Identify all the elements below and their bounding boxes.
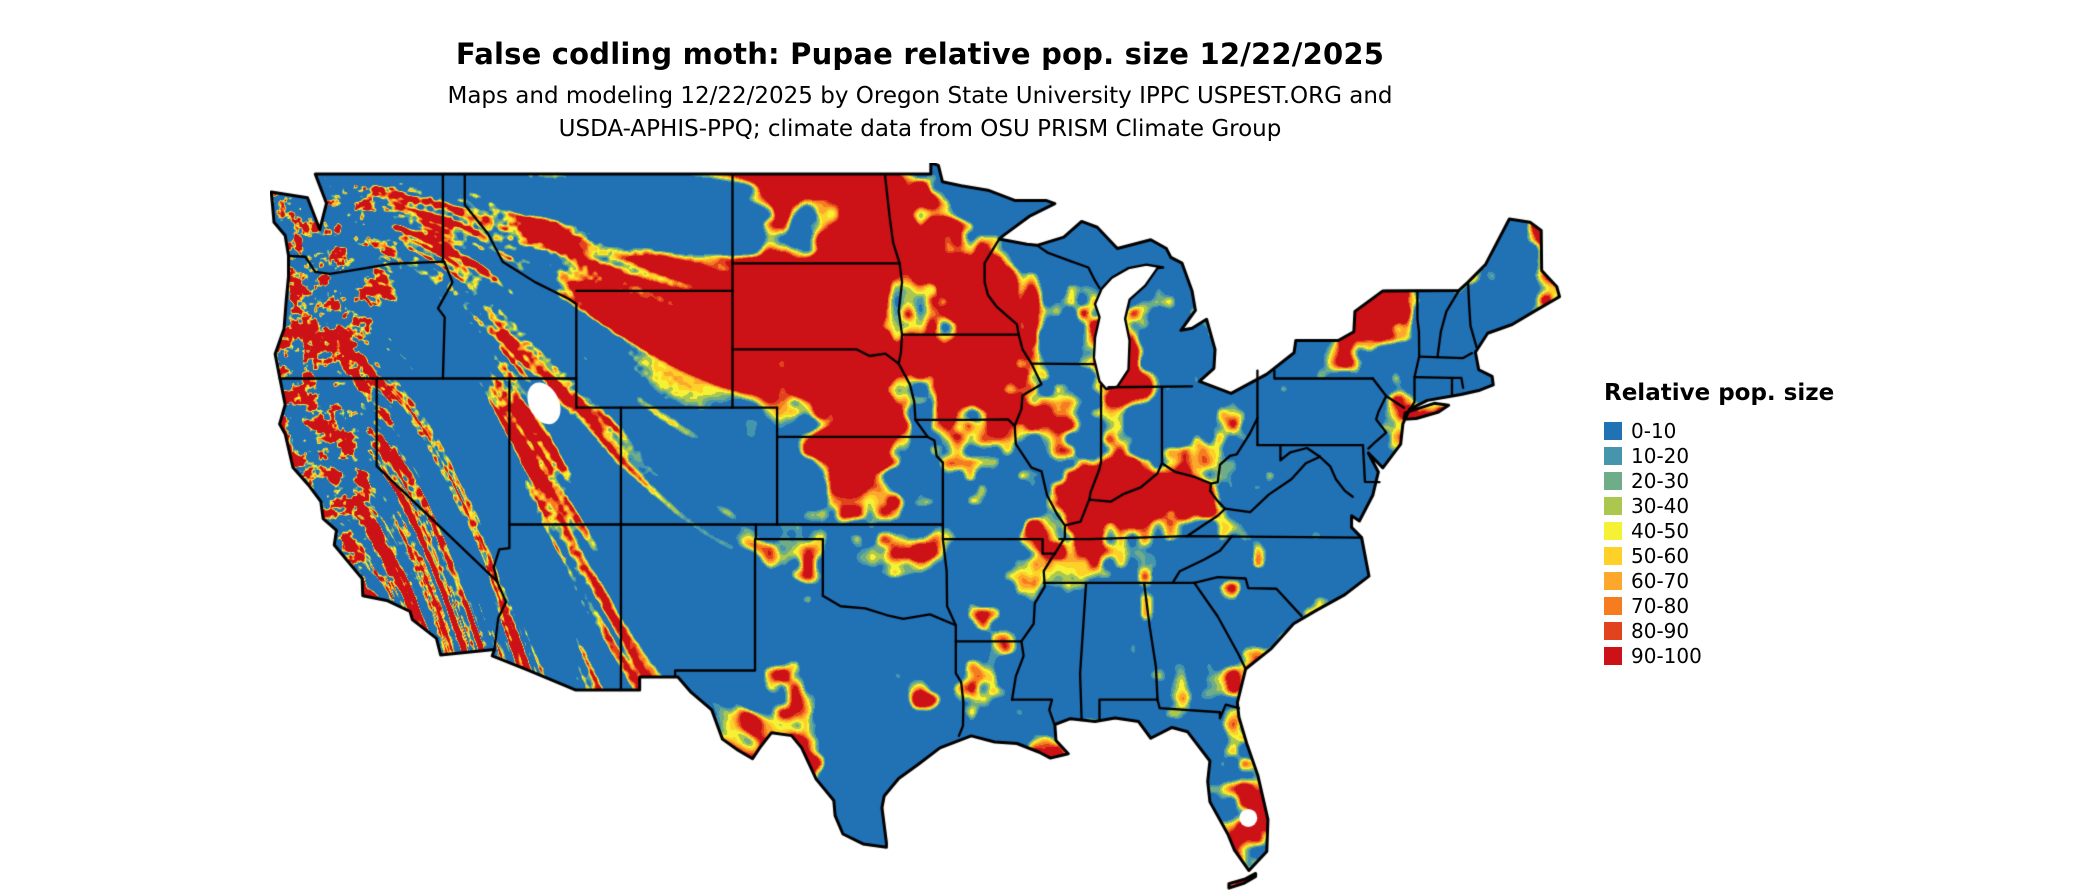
legend-label: 20-30 (1631, 468, 1690, 493)
legend-label: 80-90 (1631, 618, 1690, 643)
us-choropleth-map (270, 163, 1562, 890)
legend-item: 40-50 (1604, 518, 1834, 543)
subtitle-line-2: USDA-APHIS-PPQ; climate data from OSU PR… (558, 116, 1282, 142)
legend-item: 60-70 (1604, 568, 1834, 593)
legend-swatch (1604, 446, 1622, 465)
legend-label: 90-100 (1631, 643, 1702, 668)
legend-label: 10-20 (1631, 443, 1690, 468)
legend-item: 90-100 (1604, 643, 1834, 668)
legend-item: 10-20 (1604, 443, 1834, 468)
legend: Relative pop. size 0-10 10-20 20-30 30-40 40… (1604, 380, 1834, 668)
map-title: False codling moth: Pupae relative pop. … (455, 37, 1385, 72)
legend-label: 0-10 (1631, 418, 1677, 443)
legend-item: 50-60 (1604, 543, 1834, 568)
legend-title: Relative pop. size (1604, 380, 1835, 406)
legend-item: 0-10 (1604, 418, 1834, 443)
legend-swatch (1604, 496, 1622, 515)
legend-label: 40-50 (1631, 518, 1690, 543)
legend-swatch (1604, 421, 1622, 440)
legend-item: 70-80 (1604, 593, 1834, 618)
legend-swatch (1604, 571, 1622, 590)
legend-item: 20-30 (1604, 468, 1834, 493)
legend-items: 0-10 10-20 20-30 30-40 40-50 50-60 60-70 70-80 8… (1604, 418, 1834, 668)
legend-swatch (1604, 521, 1622, 540)
legend-label: 70-80 (1631, 593, 1690, 618)
legend-swatch (1604, 621, 1622, 640)
legend-label: 50-60 (1631, 543, 1690, 568)
legend-label: 60-70 (1631, 568, 1690, 593)
legend-swatch (1604, 471, 1622, 490)
legend-swatch (1604, 596, 1622, 615)
subtitle-line-1: Maps and modeling 12/22/2025 by Oregon S… (447, 83, 1393, 109)
legend-label: 30-40 (1631, 493, 1690, 518)
legend-swatch (1604, 646, 1622, 665)
legend-swatch (1604, 546, 1622, 565)
legend-item: 80-90 (1604, 618, 1834, 643)
legend-item: 30-40 (1604, 493, 1834, 518)
map-subtitle: Maps and modeling 12/22/2025 by Oregon S… (0, 80, 1840, 146)
